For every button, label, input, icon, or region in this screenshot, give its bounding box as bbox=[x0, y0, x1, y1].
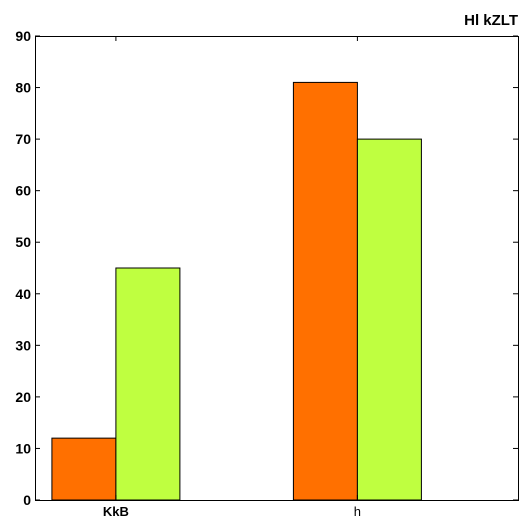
bars-group bbox=[51, 81, 422, 501]
bar-h-series-1 bbox=[292, 81, 358, 501]
y-tick-label-10: 10 bbox=[15, 440, 31, 456]
plot-frame bbox=[35, 36, 519, 501]
y-axis: 0 10 20 30 40 50 60 70 80 90 bbox=[15, 28, 518, 508]
x-tick-label-h: h bbox=[354, 504, 361, 519]
bar-KkB-series-1 bbox=[51, 437, 117, 501]
y-tick-label-60: 60 bbox=[15, 183, 31, 199]
y-tick-label-90: 90 bbox=[15, 28, 31, 44]
y-tick-label-80: 80 bbox=[15, 80, 31, 96]
y-tick-label-70: 70 bbox=[15, 131, 31, 147]
y-tick-label-40: 40 bbox=[15, 286, 31, 302]
y-tick-label-0: 0 bbox=[23, 492, 31, 508]
y-tick-label-30: 30 bbox=[15, 337, 31, 353]
bar-h-series-2 bbox=[356, 138, 422, 501]
chart-title: Hl kZLT bbox=[464, 12, 518, 29]
y-tick-label-20: 20 bbox=[15, 389, 31, 405]
x-tick-label-KkB: KkB bbox=[103, 504, 129, 519]
x-axis: KkB h bbox=[103, 36, 361, 519]
bar-KkB-series-2 bbox=[115, 267, 181, 501]
y-tick-label-50: 50 bbox=[15, 234, 31, 250]
